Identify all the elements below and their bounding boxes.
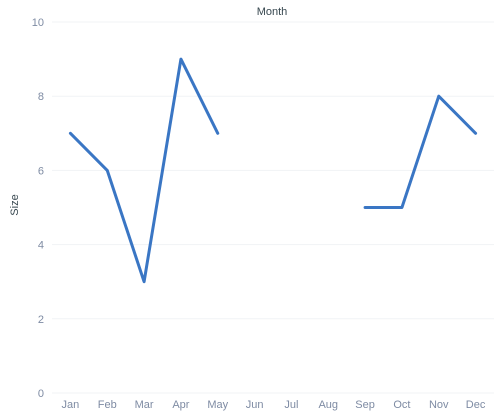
y-axis-ticks: 0 2 4 6 8 10 (32, 17, 44, 400)
y-axis-title: Size (9, 194, 21, 215)
x-tick-label: Mar (135, 399, 154, 411)
x-axis-title: Month (257, 6, 288, 18)
series-line-segment (68, 57, 220, 284)
x-tick-label: Apr (172, 399, 189, 411)
series-line-segment (363, 94, 478, 209)
y-tick-label: 4 (38, 240, 44, 252)
x-tick-label: Aug (318, 399, 338, 411)
y-tick-label: 0 (38, 388, 44, 400)
x-tick-label: Jan (62, 399, 80, 411)
x-tick-label: Feb (98, 399, 117, 411)
series-lines (68, 57, 478, 284)
y-tick-label: 6 (38, 165, 44, 177)
y-tick-label: 8 (38, 91, 44, 103)
x-tick-label: Nov (429, 399, 449, 411)
y-tick-label: 2 (38, 314, 44, 326)
x-tick-label: May (207, 399, 228, 411)
x-tick-label: Jul (284, 399, 298, 411)
x-axis-ticks: Jan Feb Mar Apr May Jun Jul Aug Sep Oct Nov Dec (62, 399, 486, 411)
x-tick-label: Dec (466, 399, 486, 411)
y-tick-label: 10 (32, 17, 44, 29)
x-tick-label: Jun (246, 399, 264, 411)
gridlines (52, 21, 494, 394)
x-tick-label: Oct (393, 399, 410, 411)
x-tick-label: Sep (355, 399, 375, 411)
